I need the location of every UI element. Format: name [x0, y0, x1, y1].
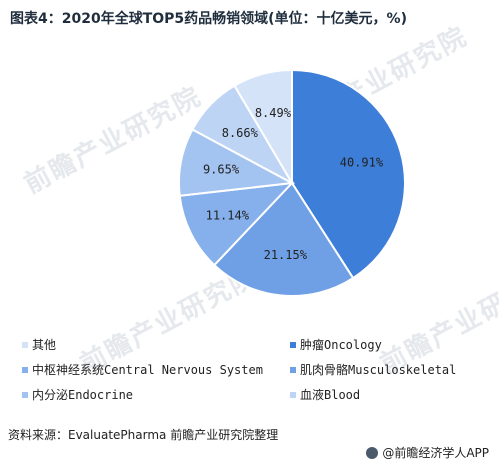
slice-data-label: 40.91% — [340, 156, 384, 170]
legend-swatch — [22, 366, 28, 373]
legend-swatch — [290, 391, 296, 398]
credit-text: @前瞻经济学人APP — [382, 446, 489, 460]
credit: @前瞻经济学人APP — [366, 444, 489, 461]
legend-item: 肿瘤Oncology — [290, 336, 490, 353]
chart-title: 图表4：2020年全球TOP5药品畅销领域(单位：十亿美元，%) — [10, 11, 407, 27]
legend-swatch — [290, 366, 296, 373]
legend-label: 血液Blood — [300, 388, 361, 402]
pie-chart: 40.91% 21.15% 11.14% 9.65% 8.66% 8.49% — [178, 68, 406, 297]
legend-label: 肌肉骨骼Musculoskeletal — [300, 363, 457, 377]
legend-label: 其他 — [32, 338, 57, 352]
legend-item: 中枢神经系统Central Nervous System — [22, 361, 290, 378]
legend-swatch — [22, 341, 28, 348]
slice-data-label: 11.14% — [206, 208, 250, 222]
legend-item: 内分泌Endocrine — [22, 386, 290, 403]
slice-data-label: 8.49% — [255, 106, 292, 120]
slice-data-label: 21.15% — [264, 248, 308, 262]
brand-logo-icon — [366, 446, 379, 459]
legend-label: 肿瘤Oncology — [300, 338, 382, 352]
pie-slice — [212, 181, 355, 297]
slice-data-label: 8.66% — [222, 126, 259, 140]
legend-item: 肌肉骨骼Musculoskeletal — [290, 361, 490, 378]
legend: 其他 肿瘤Oncology 中枢神经系统Central Nervous Syst… — [22, 336, 492, 403]
legend-swatch — [290, 341, 296, 348]
slice-data-label: 9.65% — [203, 162, 240, 176]
pie-slice — [178, 181, 295, 267]
legend-item: 其他 — [22, 336, 290, 353]
legend-swatch — [22, 391, 28, 398]
pie-slice — [233, 68, 293, 187]
legend-label: 中枢神经系统Central Nervous System — [32, 363, 263, 377]
legend-label: 内分泌Endocrine — [32, 388, 134, 402]
legend-item: 血液Blood — [290, 386, 490, 403]
source-note: 资料来源：EvaluatePharma 前瞻产业研究院整理 — [8, 428, 279, 442]
